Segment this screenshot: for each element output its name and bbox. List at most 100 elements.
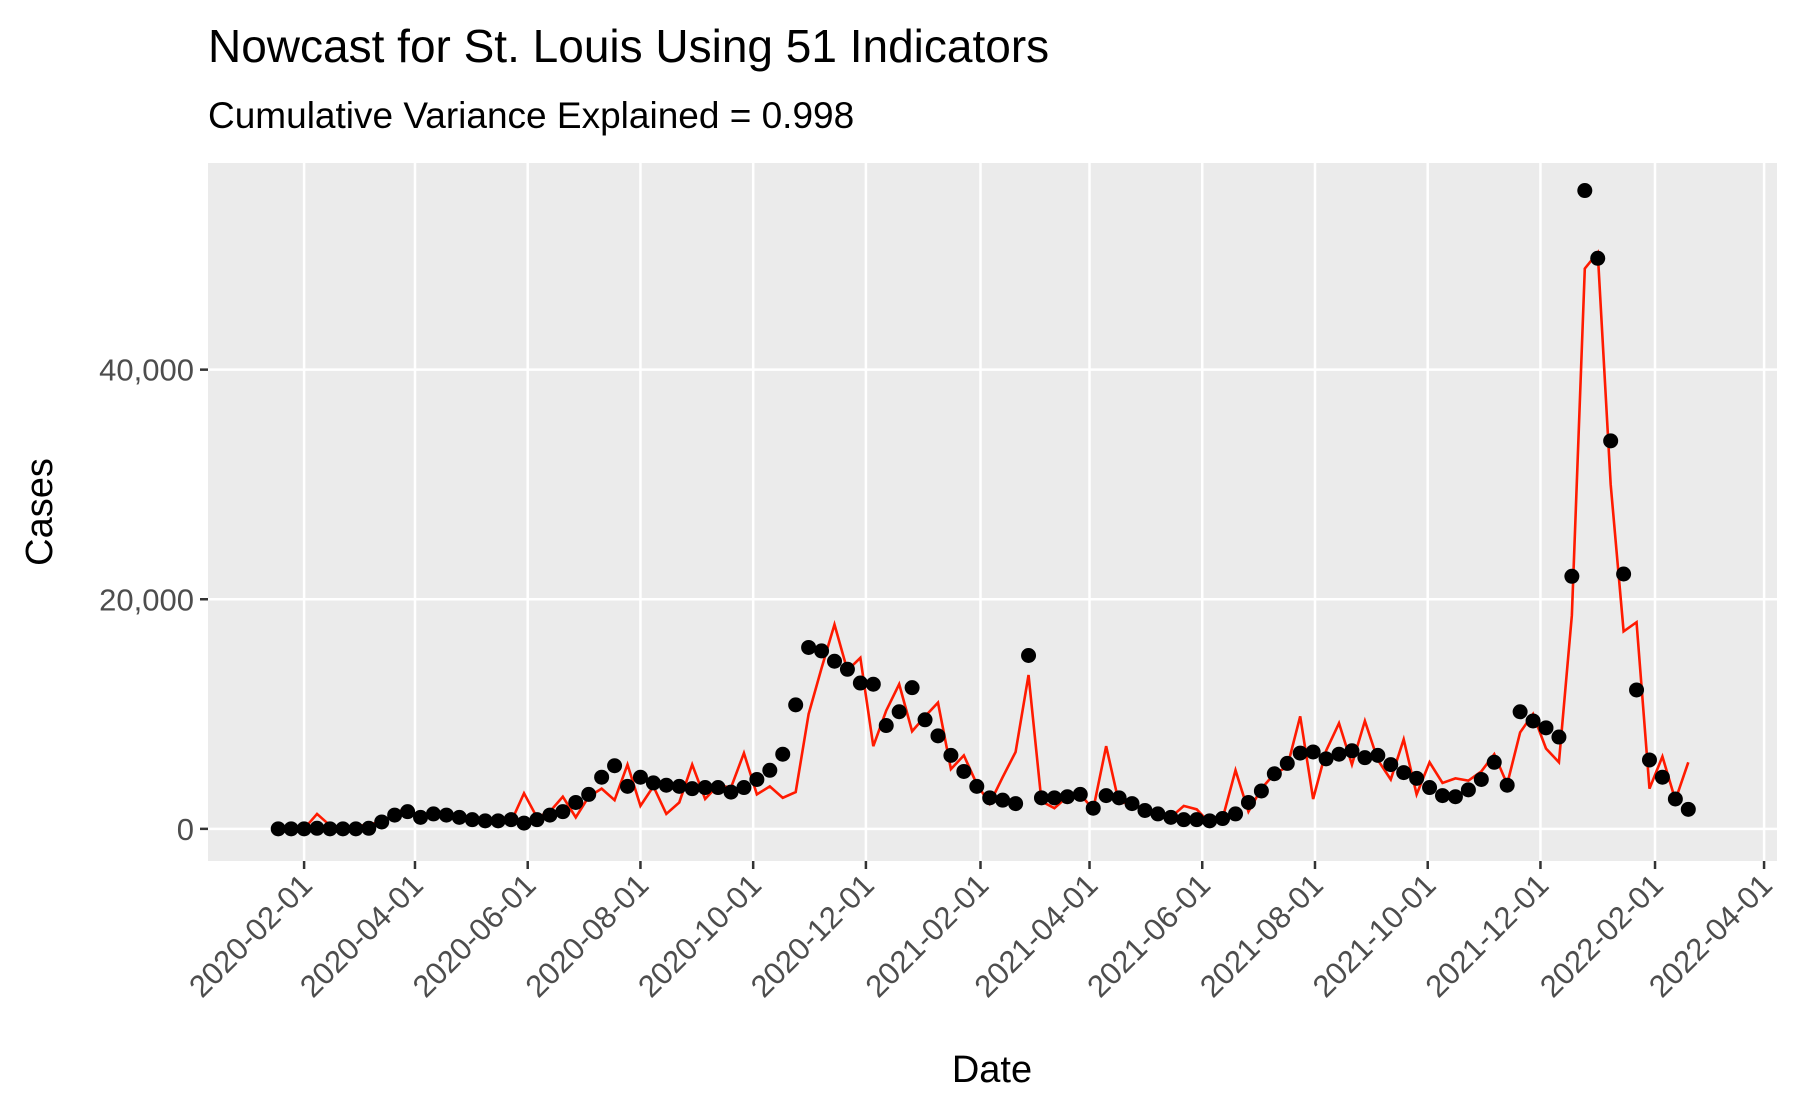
case-point xyxy=(762,762,778,778)
case-point xyxy=(839,661,855,677)
case-point xyxy=(348,821,364,837)
case-point xyxy=(814,643,830,659)
case-point xyxy=(982,790,998,806)
case-point xyxy=(1641,752,1657,768)
case-point xyxy=(826,653,842,669)
case-point xyxy=(516,815,532,831)
case-point xyxy=(671,778,687,794)
case-point xyxy=(1590,250,1606,266)
case-point xyxy=(296,821,312,837)
case-point xyxy=(749,771,765,787)
case-point xyxy=(801,639,817,655)
case-point xyxy=(1266,766,1282,782)
y-tick-label: 40,000 xyxy=(99,353,194,388)
case-point xyxy=(736,780,752,796)
case-point xyxy=(1357,750,1373,766)
case-point xyxy=(413,809,429,825)
case-point xyxy=(775,746,791,762)
case-point xyxy=(309,820,325,836)
case-point xyxy=(1253,783,1269,799)
case-point xyxy=(1473,771,1489,787)
case-point xyxy=(1318,751,1334,767)
case-point xyxy=(1499,777,1515,793)
case-point xyxy=(788,697,804,713)
case-point xyxy=(865,676,881,692)
case-point xyxy=(542,807,558,823)
case-point xyxy=(1072,786,1088,802)
case-point xyxy=(1176,812,1192,828)
case-point xyxy=(451,809,467,825)
case-point xyxy=(607,758,623,774)
case-point xyxy=(1667,791,1683,807)
case-point xyxy=(1538,720,1554,736)
case-point xyxy=(400,804,416,820)
case-point xyxy=(658,777,674,793)
case-point xyxy=(891,704,907,720)
case-point xyxy=(1409,770,1425,786)
case-point xyxy=(1202,813,1218,829)
case-point xyxy=(1435,788,1451,804)
case-point xyxy=(1383,757,1399,773)
case-point xyxy=(387,807,403,823)
case-point xyxy=(529,812,545,828)
case-point xyxy=(684,781,700,797)
case-point xyxy=(1163,809,1179,825)
case-point xyxy=(1525,713,1541,729)
case-point xyxy=(969,778,985,794)
case-point xyxy=(1215,811,1231,827)
case-point xyxy=(1616,566,1632,582)
case-point xyxy=(361,820,377,836)
y-tick-label: 20,000 xyxy=(99,582,194,617)
case-point xyxy=(1512,704,1528,720)
case-point xyxy=(723,784,739,800)
case-point xyxy=(594,769,610,785)
case-point xyxy=(878,718,894,734)
case-point xyxy=(270,821,286,837)
case-point xyxy=(1460,782,1476,798)
panel xyxy=(208,163,1777,861)
case-point xyxy=(1654,769,1670,785)
case-point xyxy=(464,812,480,828)
case-point xyxy=(1486,754,1502,770)
y-tick-label: 0 xyxy=(177,812,194,847)
case-point xyxy=(490,813,506,829)
case-point xyxy=(503,812,519,828)
case-point xyxy=(322,821,338,837)
case-point xyxy=(581,786,597,802)
case-point xyxy=(1551,729,1567,745)
case-point xyxy=(1240,794,1256,810)
case-point xyxy=(1370,747,1386,763)
case-point xyxy=(710,780,726,796)
case-point xyxy=(1150,806,1166,822)
case-point xyxy=(1447,789,1463,805)
case-point xyxy=(1085,800,1101,816)
case-point xyxy=(904,680,920,696)
case-point xyxy=(1046,790,1062,806)
case-point xyxy=(1680,801,1696,817)
case-point xyxy=(1189,812,1205,828)
case-point xyxy=(1564,568,1580,584)
case-point xyxy=(930,728,946,744)
case-point xyxy=(1279,755,1295,771)
case-point xyxy=(1228,806,1244,822)
case-point xyxy=(438,807,454,823)
x-axis-title: Date xyxy=(952,1049,1032,1091)
case-point xyxy=(1629,682,1645,698)
case-point xyxy=(1331,746,1347,762)
x-tick-label: 2021-12-01 xyxy=(1419,867,1556,1004)
case-point xyxy=(1033,790,1049,806)
case-point xyxy=(943,747,959,763)
case-point xyxy=(1344,743,1360,759)
case-point xyxy=(1124,796,1140,812)
case-point xyxy=(425,806,441,822)
case-point xyxy=(283,821,299,837)
case-point xyxy=(1098,788,1114,804)
case-point xyxy=(632,769,648,785)
case-point xyxy=(1008,796,1024,812)
case-point xyxy=(555,804,571,820)
case-point xyxy=(852,675,868,691)
case-point xyxy=(1111,790,1127,806)
case-point xyxy=(620,778,636,794)
